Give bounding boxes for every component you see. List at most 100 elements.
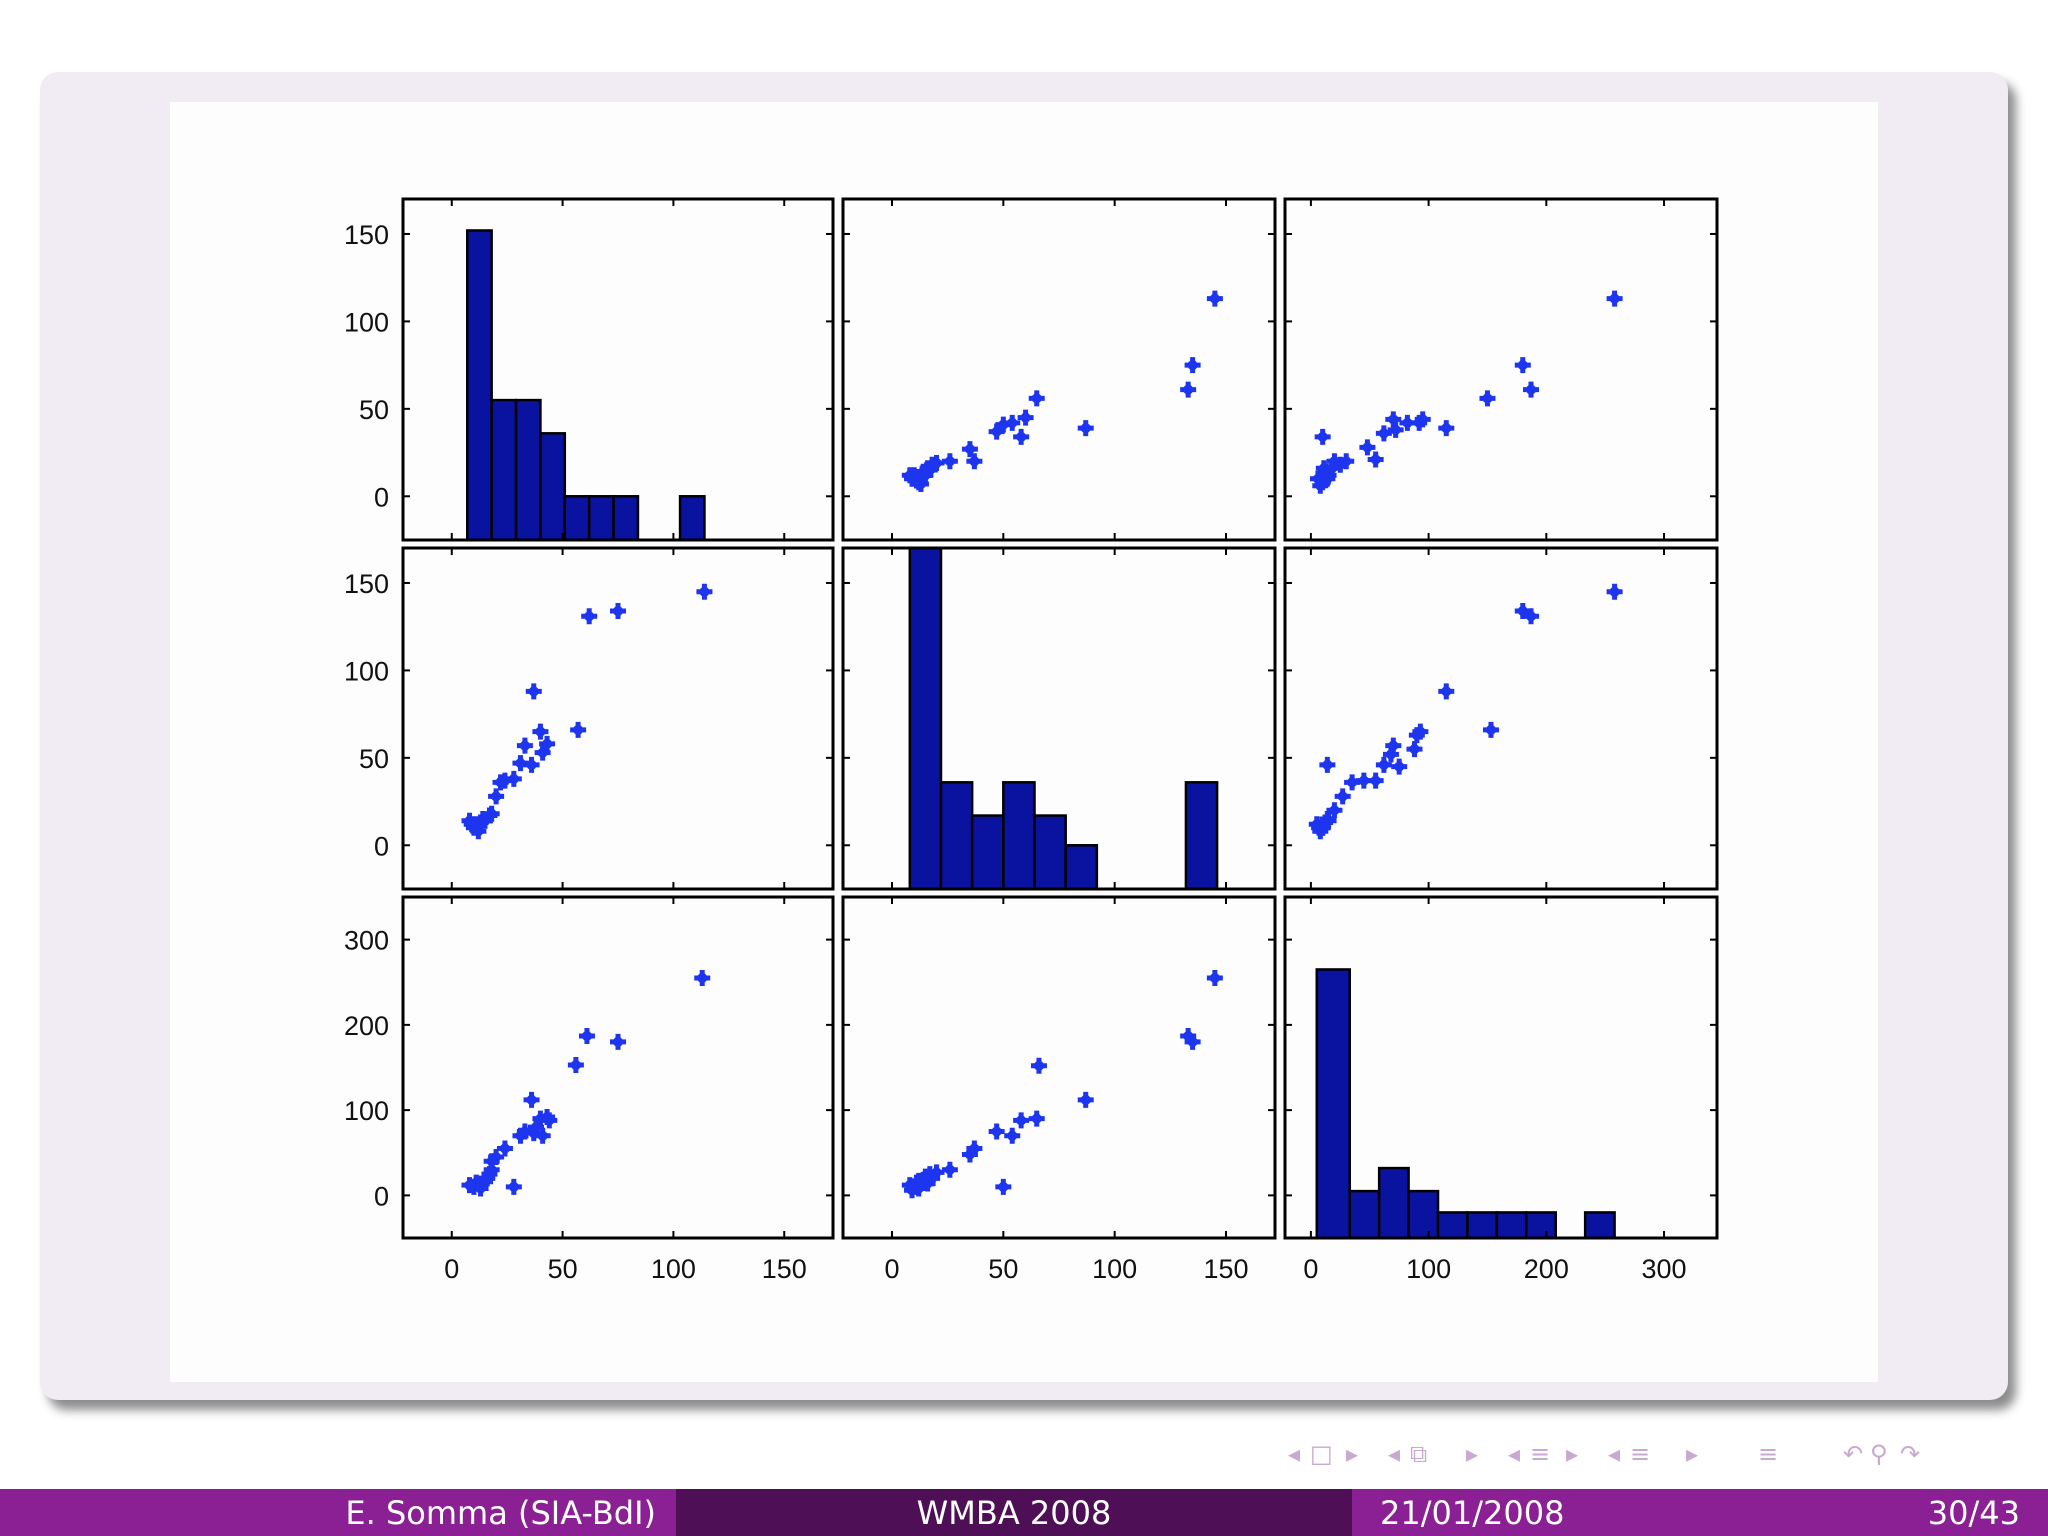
scatter-point (966, 453, 983, 470)
undo-icon[interactable]: ↶ (1843, 1440, 1864, 1468)
y-tick-label: 100 (344, 1096, 389, 1126)
scatter-point (527, 1119, 544, 1136)
subsection-icon[interactable]: ⧉ (1410, 1440, 1428, 1468)
y-tick-label: 100 (344, 656, 389, 686)
scatter-point (567, 1056, 584, 1073)
scatter-point (1482, 721, 1499, 738)
histogram-bar (1466, 1211, 1499, 1238)
scatter-point (1408, 727, 1425, 744)
scatter-point (1030, 1057, 1047, 1074)
nav-left-arrow-icon[interactable]: ◂ (1288, 1440, 1301, 1468)
nav-right-arrow-icon[interactable]: ▸ (1466, 1440, 1479, 1468)
y-tick-label: 150 (344, 220, 389, 250)
scatter-point (1013, 428, 1030, 445)
scatter-point (505, 770, 522, 787)
histogram-bar (1184, 781, 1219, 889)
scatter-point (988, 1123, 1005, 1140)
scatter-point (1367, 451, 1384, 468)
scatter-point (610, 602, 626, 619)
histogram-bar (1525, 1211, 1557, 1238)
footer-author: E. Somma (SIA-BdI) (345, 1493, 656, 1532)
footer-event-cell: WMBA 2008 (676, 1489, 1352, 1536)
x-tick-label: 100 (651, 1254, 696, 1284)
scatter-point (1375, 425, 1392, 442)
scatter-point (505, 1178, 522, 1195)
scatter-point (1438, 683, 1455, 700)
scatter-point (988, 423, 1005, 440)
footer-date: 21/01/2008 (1380, 1493, 1565, 1532)
navigation-symbols: ◂ □ ▸ ◂ ⧉ ▸ ◂ ≡ ▸ ◂ ≡ ▸ ≡ ↶ ⚲ ↷ (1288, 1440, 2028, 1472)
scatter-point (1523, 381, 1540, 398)
scatter-point (516, 1123, 533, 1140)
histogram-bar (908, 548, 943, 889)
scatter-point (1319, 756, 1336, 773)
scatter-point (472, 1180, 489, 1197)
nav-right-arrow-icon[interactable]: ▸ (1686, 1440, 1699, 1468)
footer-date-cell: 21/01/2008 30/43 (1352, 1489, 2048, 1536)
scatter-point (1438, 420, 1455, 437)
histogram-bar (1407, 1189, 1440, 1238)
histogram-bar (1583, 1211, 1616, 1238)
scatter-point (1004, 414, 1021, 431)
scatter-point (961, 1146, 978, 1163)
scatter-point (995, 1178, 1012, 1195)
scatter-point (525, 683, 542, 700)
histogram-bar (539, 432, 567, 540)
scatter-point (910, 474, 927, 491)
redo-icon[interactable]: ↷ (1900, 1440, 1921, 1468)
histogram-bar (939, 781, 974, 889)
scatter-point (578, 1027, 595, 1044)
nav-left-arrow-icon[interactable]: ◂ (1388, 1440, 1401, 1468)
y-tick-label: 0 (374, 831, 389, 861)
scatter-point (921, 1166, 938, 1183)
scatter-point (1382, 746, 1399, 763)
scatter-point (1514, 357, 1531, 374)
y-tick-label: 50 (359, 395, 389, 425)
histogram-bar (970, 814, 1005, 889)
histogram-bar (1377, 1166, 1410, 1238)
scatter-point (1367, 772, 1384, 789)
section-icon[interactable]: ≡ (1530, 1440, 1551, 1468)
scatter-point (904, 1182, 921, 1199)
scatter-point (1385, 411, 1402, 428)
scatter-point (1320, 812, 1337, 829)
scatter-point (941, 453, 958, 470)
presentation-icon[interactable]: ≡ (1630, 1440, 1651, 1468)
x-tick-label: 0 (884, 1254, 899, 1284)
search-icon[interactable]: ⚲ (1870, 1440, 1888, 1468)
histogram-bar (612, 495, 640, 540)
histogram-bar (1033, 814, 1067, 889)
scatter-point (1479, 390, 1496, 407)
nav-right-arrow-icon[interactable]: ▸ (1346, 1440, 1359, 1468)
scatter-point (1412, 723, 1429, 740)
histogram-bar (1348, 1189, 1381, 1238)
panel-frame (401, 546, 835, 891)
scatter-point (1326, 453, 1343, 470)
nav-left-arrow-icon[interactable]: ◂ (1608, 1440, 1621, 1468)
footer-event: WMBA 2008 (916, 1493, 1112, 1532)
x-tick-label: 0 (444, 1254, 459, 1284)
nav-right-arrow-icon[interactable]: ▸ (1566, 1440, 1579, 1468)
scatter-point (1314, 428, 1331, 445)
scatter-point (534, 1127, 551, 1144)
scatter-point (1359, 439, 1376, 456)
scatter-point (1414, 411, 1431, 428)
x-tick-label: 150 (1203, 1254, 1248, 1284)
histogram-bar (678, 495, 706, 540)
nav-left-arrow-icon[interactable]: ◂ (1508, 1440, 1521, 1468)
x-tick-label: 300 (1641, 1254, 1686, 1284)
scatter-point (694, 969, 711, 986)
histogram-bar (514, 398, 542, 540)
scatter-point (581, 608, 598, 625)
scatter-point (921, 462, 938, 479)
scatter-point (1391, 758, 1408, 775)
panel-frame (401, 895, 835, 1240)
scatter-point (1077, 420, 1094, 437)
frame-icon[interactable]: □ (1310, 1440, 1333, 1468)
panel-frame (841, 895, 1277, 1240)
x-tick-label: 100 (1406, 1254, 1451, 1284)
scatter-point (941, 1161, 958, 1178)
scatter-point (523, 1091, 540, 1108)
align-icon[interactable]: ≡ (1758, 1440, 1779, 1468)
scatter-point (1355, 772, 1372, 789)
